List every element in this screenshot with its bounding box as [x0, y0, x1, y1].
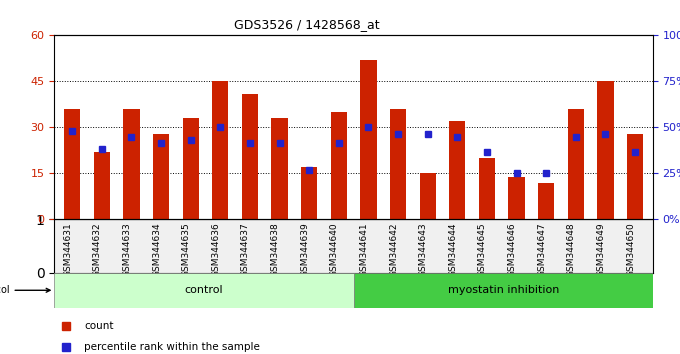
Text: GSM344642: GSM344642 — [389, 222, 398, 276]
Text: GSM344645: GSM344645 — [478, 222, 487, 277]
Bar — [94, 152, 110, 219]
Text: GSM344643: GSM344643 — [419, 222, 428, 277]
Text: percentile rank within the sample: percentile rank within the sample — [84, 342, 260, 352]
Bar — [479, 158, 495, 219]
Text: myostatin inhibition: myostatin inhibition — [447, 285, 559, 295]
Text: GSM344634: GSM344634 — [152, 222, 161, 277]
Text: GSM344644: GSM344644 — [448, 222, 457, 276]
FancyBboxPatch shape — [354, 273, 653, 308]
Text: control: control — [185, 285, 223, 295]
Bar — [568, 109, 584, 219]
Bar — [597, 81, 613, 219]
Text: GDS3526 / 1428568_at: GDS3526 / 1428568_at — [234, 18, 379, 31]
Text: GSM344637: GSM344637 — [241, 222, 250, 277]
Text: GSM344647: GSM344647 — [537, 222, 546, 277]
Bar — [301, 167, 318, 219]
FancyBboxPatch shape — [54, 273, 354, 308]
Text: GSM344632: GSM344632 — [92, 222, 102, 277]
Bar — [271, 118, 288, 219]
Bar — [420, 173, 436, 219]
Text: GSM344635: GSM344635 — [182, 222, 190, 277]
Text: GSM344650: GSM344650 — [626, 222, 635, 277]
Bar — [182, 118, 199, 219]
Text: count: count — [84, 321, 114, 331]
Text: GSM344640: GSM344640 — [330, 222, 339, 277]
Bar — [153, 133, 169, 219]
Bar — [123, 109, 139, 219]
Text: GSM344648: GSM344648 — [566, 222, 576, 277]
Text: protocol: protocol — [0, 285, 50, 295]
Bar — [449, 121, 465, 219]
Text: GSM344641: GSM344641 — [360, 222, 369, 277]
Text: GSM344631: GSM344631 — [63, 222, 72, 277]
Text: GSM344633: GSM344633 — [122, 222, 131, 277]
Bar — [242, 94, 258, 219]
Bar — [627, 133, 643, 219]
Bar — [212, 81, 228, 219]
Bar — [509, 177, 525, 219]
Bar — [360, 60, 377, 219]
Bar — [538, 183, 554, 219]
Text: GSM344639: GSM344639 — [300, 222, 309, 277]
Text: GSM344636: GSM344636 — [211, 222, 220, 277]
Text: GSM344649: GSM344649 — [596, 222, 605, 277]
Bar — [64, 109, 80, 219]
Text: GSM344646: GSM344646 — [507, 222, 517, 277]
Text: GSM344638: GSM344638 — [271, 222, 279, 277]
Bar — [330, 112, 347, 219]
Bar — [390, 109, 406, 219]
